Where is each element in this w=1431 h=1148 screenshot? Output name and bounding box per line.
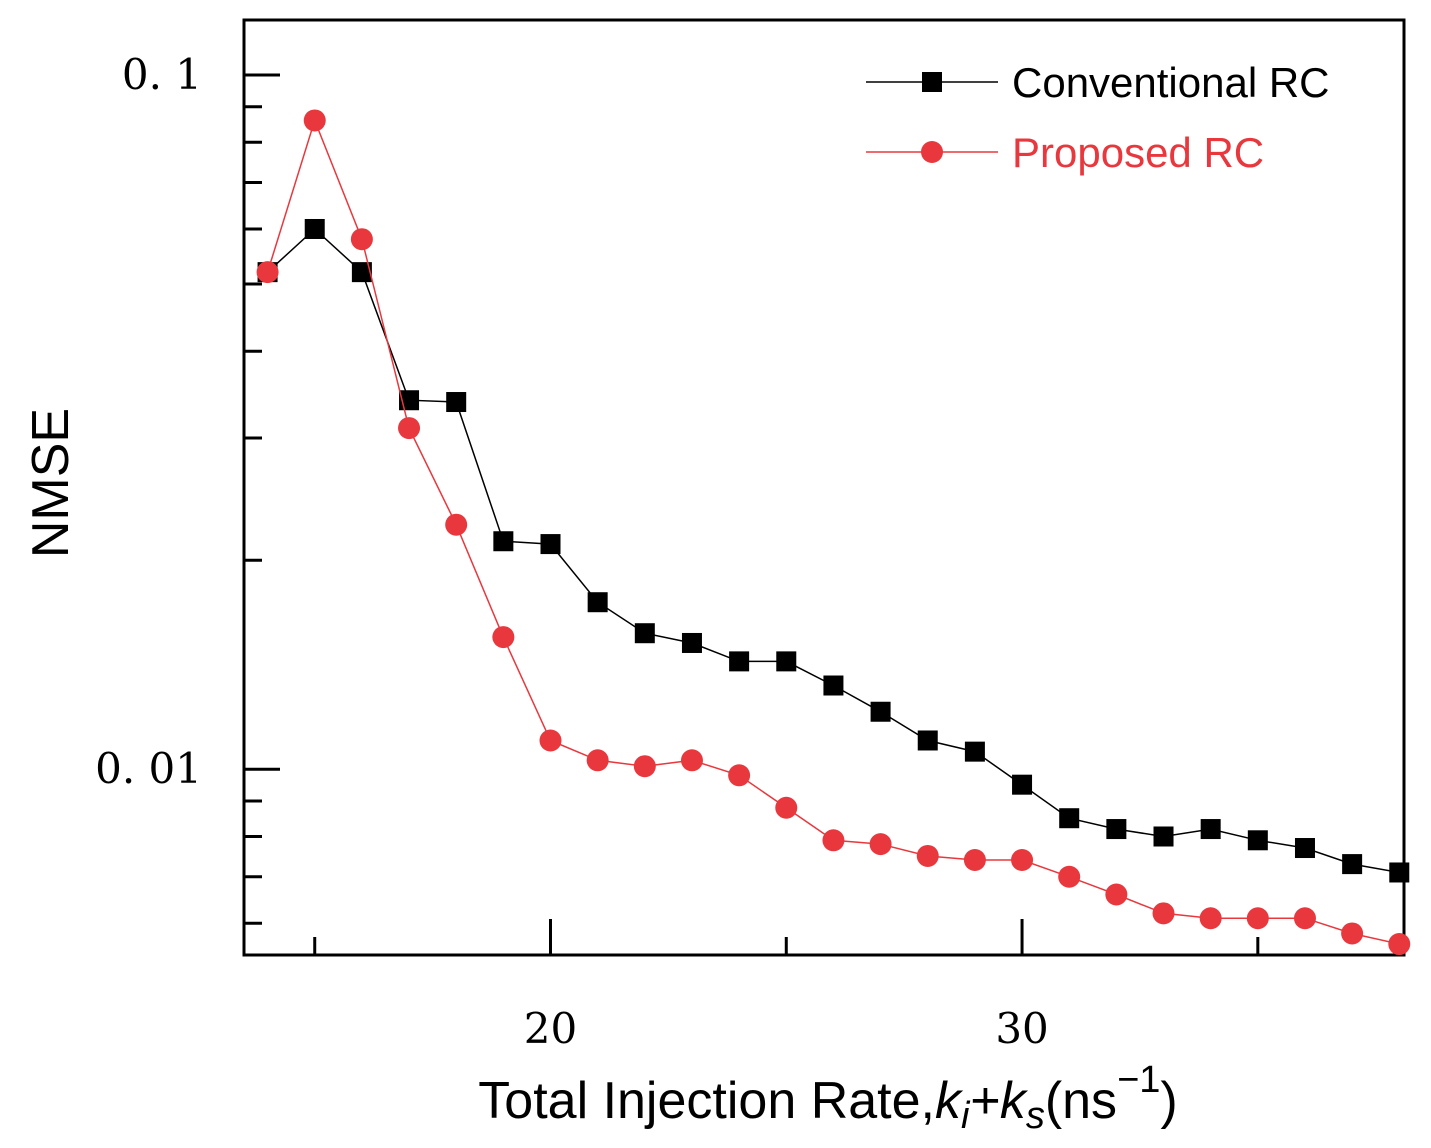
- legend-label-conventional: Conventional RC: [1012, 59, 1330, 106]
- series-layer: [256, 109, 1411, 956]
- x-axis-title-main: Total Injection Rate,: [478, 1072, 935, 1130]
- legend-marker-conventional: [922, 72, 942, 92]
- data-point: [1011, 849, 1034, 872]
- data-point: [964, 741, 985, 762]
- data-point: [1246, 907, 1269, 930]
- legend: Conventional RC Proposed RC: [866, 59, 1330, 176]
- series-proposed-rc: [256, 109, 1411, 956]
- data-point: [540, 534, 561, 555]
- data-point: [680, 749, 703, 772]
- data-point: [1058, 865, 1081, 888]
- x-tick-label: 20: [524, 1004, 577, 1053]
- data-point: [256, 261, 279, 284]
- data-point: [586, 749, 609, 772]
- x-axis-title-sub2: s: [1026, 1095, 1045, 1137]
- data-point: [1153, 826, 1174, 847]
- y-axis-title: NMSE: [22, 408, 80, 558]
- axis-ticks: [244, 73, 1260, 955]
- data-point: [869, 833, 892, 856]
- x-axis-title-plus: +: [969, 1072, 999, 1130]
- data-point: [681, 632, 702, 653]
- x-axis-title-unit-exp: −1: [1117, 1059, 1160, 1101]
- x-axis-title-unit-open: (ns: [1045, 1072, 1117, 1130]
- data-point: [729, 651, 750, 672]
- axis-tick-labels: 0. 1 0. 01 20 30: [95, 50, 1049, 1053]
- data-point: [1199, 907, 1222, 930]
- data-point: [728, 764, 751, 787]
- data-point: [775, 796, 798, 819]
- series-line-conventional-rc: [267, 227, 1400, 874]
- series-conventional-rc: [257, 218, 1410, 883]
- data-point: [1389, 862, 1410, 883]
- y-tick-label: 0. 01: [95, 744, 202, 793]
- data-point: [1341, 922, 1364, 945]
- data-point: [1342, 854, 1363, 875]
- data-point: [870, 701, 891, 722]
- x-axis-title-k1: k: [935, 1072, 964, 1130]
- data-point: [1105, 883, 1128, 906]
- data-point: [822, 829, 845, 852]
- data-point: [492, 626, 515, 649]
- data-point: [963, 849, 986, 872]
- data-point: [1388, 933, 1411, 956]
- data-point: [493, 531, 514, 552]
- data-point: [1152, 902, 1175, 925]
- data-point: [351, 262, 372, 283]
- data-point: [917, 730, 938, 751]
- legend-item-proposed: Proposed RC: [866, 129, 1264, 176]
- data-point: [823, 675, 844, 696]
- plot-frame: [242, 18, 1406, 957]
- data-point: [1200, 819, 1221, 840]
- data-point: [304, 218, 325, 239]
- data-point: [1059, 808, 1080, 829]
- y-tick-label: 0. 1: [122, 50, 202, 99]
- data-point: [398, 417, 421, 440]
- x-axis-title-k2: k: [1000, 1072, 1029, 1130]
- data-point: [1294, 838, 1315, 859]
- data-point: [633, 755, 656, 778]
- data-point: [1247, 830, 1268, 851]
- data-point: [1106, 819, 1127, 840]
- data-point: [587, 592, 608, 613]
- x-axis-title: Total Injection Rate,ki+ks(ns−1): [478, 1059, 1177, 1137]
- data-point: [445, 513, 468, 536]
- data-point: [303, 109, 326, 132]
- x-axis-title-unit-close: ): [1160, 1072, 1177, 1130]
- data-point: [539, 729, 562, 752]
- data-point: [776, 651, 797, 672]
- data-point: [350, 228, 373, 251]
- legend-label-proposed: Proposed RC: [1012, 129, 1264, 176]
- x-tick-label: 30: [995, 1004, 1048, 1053]
- series-line-proposed-rc: [266, 118, 1400, 945]
- data-point: [1293, 907, 1316, 930]
- data-point: [916, 844, 939, 867]
- x-axis-title-sub1: i: [961, 1095, 971, 1137]
- data-point: [1012, 774, 1033, 795]
- legend-item-conventional: Conventional RC: [866, 59, 1330, 106]
- data-point: [446, 392, 467, 413]
- legend-marker-proposed: [921, 141, 943, 163]
- data-point: [634, 623, 655, 644]
